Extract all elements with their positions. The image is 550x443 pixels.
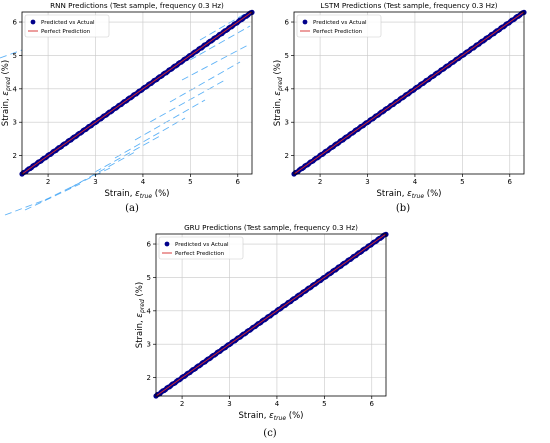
y-tick-label: 3	[147, 341, 151, 349]
x-tick-label: 4	[275, 400, 280, 408]
perfect-prediction-line	[21, 11, 253, 175]
lstm-chart: LSTM Predictions (Test sample, frequency…	[273, 1, 527, 200]
lstm-panel: LSTM Predictions (Test sample, frequency…	[272, 0, 542, 215]
rnn-panel: RNN Predictions (Test sample, frequency …	[0, 0, 270, 216]
watermark-line	[199, 11, 249, 41]
watermark-line	[189, 25, 251, 61]
y-tick-label: 2	[13, 152, 17, 160]
grid	[156, 234, 386, 396]
x-tick-label: 3	[365, 178, 369, 186]
plot-frame	[21, 11, 253, 175]
y-tick-label: 6	[147, 241, 152, 249]
chart-title: RNN Predictions (Test sample, frequency …	[50, 1, 224, 10]
y-axis-label: Strain, εpred (%)	[273, 60, 284, 126]
chart-title: LSTM Predictions (Test sample, frequency…	[320, 1, 497, 10]
x-axis-label: Strain, εtrue (%)	[105, 189, 170, 200]
x-tick-label: 4	[413, 178, 418, 186]
ticks: 2 3 4 5 6 2 3 4 5 6	[147, 241, 375, 408]
legend-box	[24, 14, 110, 38]
x-tick-label: 5	[188, 178, 192, 186]
x-tick-label: 5	[322, 400, 326, 408]
legend-box	[296, 14, 382, 38]
legend-label-predicted: Predicted vs Actual	[175, 242, 229, 248]
legend-marker-points	[164, 241, 170, 247]
legend-label-perfect: Perfect Prediction	[175, 251, 225, 257]
caption-c: (c)	[263, 428, 277, 439]
watermark-line	[44, 167, 111, 201]
gru-panel: GRU Predictions (Test sample, frequency …	[134, 222, 404, 437]
x-tick-label: 5	[460, 178, 464, 186]
perfect-prediction-line	[155, 233, 387, 397]
x-tick-label: 2	[318, 178, 322, 186]
watermark-line	[181, 43, 251, 81]
x-tick-label: 6	[236, 178, 241, 186]
y-axis-label: Strain, εpred (%)	[1, 60, 12, 126]
caption-a: (a)	[125, 203, 139, 214]
y-tick-label: 6	[13, 19, 18, 27]
legend-marker-points	[30, 19, 36, 25]
grid	[22, 12, 252, 174]
x-tick-label: 6	[370, 400, 375, 408]
x-tick-label: 3	[93, 178, 97, 186]
y-tick-label: 2	[147, 374, 151, 382]
y-tick-label: 4	[285, 85, 290, 93]
legend-box	[158, 236, 244, 260]
ticks: 2 3 4 5 6 2 3 4 5 6	[285, 19, 513, 186]
y-tick-label: 3	[285, 119, 289, 127]
watermark-line	[0, 49, 23, 59]
legend-label-predicted: Predicted vs Actual	[41, 20, 95, 26]
caption-b: (b)	[395, 203, 411, 214]
y-axis-label: Strain, εpred (%)	[135, 282, 146, 348]
x-tick-label: 3	[227, 400, 231, 408]
watermark-line	[149, 79, 226, 123]
legend: Predicted vs Actual Perfect Prediction	[158, 236, 244, 260]
watermark-line	[114, 117, 186, 159]
x-tick-label: 4	[141, 178, 146, 186]
perfect-prediction-line	[293, 11, 525, 175]
y-tick-label: 2	[285, 152, 289, 160]
x-tick-label: 6	[508, 178, 513, 186]
y-tick-label: 5	[147, 274, 151, 282]
legend: Predicted vs Actual Perfect Prediction	[296, 14, 382, 38]
ticks: 2 3 4 5 6 2 3 4 5 6	[13, 19, 241, 186]
rnn-chart: RNN Predictions (Test sample, frequency …	[0, 1, 255, 216]
gru-chart: GRU Predictions (Test sample, frequency …	[135, 223, 389, 422]
y-tick-label: 4	[147, 307, 152, 315]
y-tick-label: 5	[285, 52, 289, 60]
watermark-lines	[0, 11, 251, 216]
y-tick-label: 3	[13, 119, 17, 127]
x-axis-label: Strain, εtrue (%)	[377, 189, 442, 200]
y-tick-label: 5	[13, 52, 17, 60]
chart-title: GRU Predictions (Test sample, frequency …	[184, 223, 358, 232]
y-tick-label: 6	[285, 19, 290, 27]
x-axis-label: Strain, εtrue (%)	[239, 411, 304, 422]
x-tick-label: 2	[180, 400, 184, 408]
x-tick-label: 2	[46, 178, 50, 186]
legend-label-perfect: Perfect Prediction	[41, 29, 91, 35]
watermark-line	[169, 61, 241, 103]
grid	[294, 12, 524, 174]
legend-label-perfect: Perfect Prediction	[313, 29, 363, 35]
legend-marker-points	[302, 19, 308, 25]
plot-frame	[155, 233, 387, 397]
watermark-line	[24, 183, 81, 211]
watermark-line	[69, 151, 136, 189]
watermark-line	[4, 197, 51, 216]
legend-label-predicted: Predicted vs Actual	[313, 20, 367, 26]
watermark-line	[94, 135, 161, 173]
legend: Predicted vs Actual Perfect Prediction	[24, 14, 110, 38]
plot-frame	[293, 11, 525, 175]
y-tick-label: 4	[13, 85, 18, 93]
watermark-line	[134, 99, 206, 141]
